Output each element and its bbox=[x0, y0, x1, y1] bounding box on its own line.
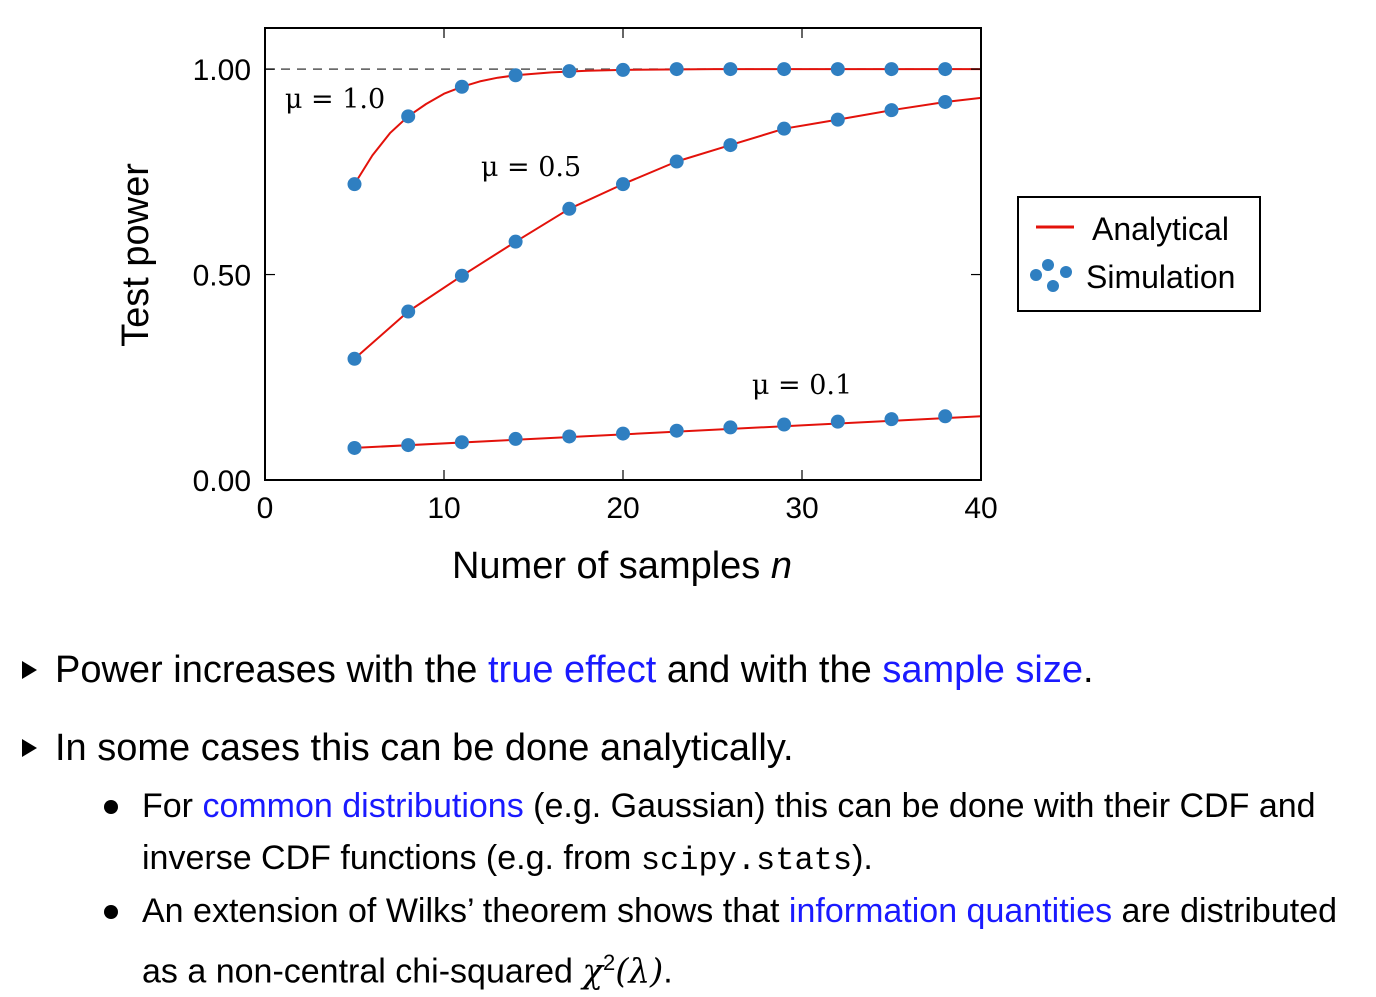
x-axis-label: Numer of samples n bbox=[452, 545, 792, 587]
math-lambda: (λ) bbox=[615, 951, 664, 992]
bullet-text: An extension of Wilks’ theorem shows tha… bbox=[142, 892, 789, 930]
simulation-point bbox=[401, 438, 416, 453]
y-tick-label: 0.00 bbox=[193, 465, 251, 498]
code-scipy-stats: scipy.stats bbox=[640, 842, 853, 879]
link-information-quantities[interactable]: information quantities bbox=[788, 892, 1113, 930]
bullet-text: and with the bbox=[656, 649, 883, 691]
simulation-point bbox=[723, 420, 738, 435]
simulation-point bbox=[347, 351, 362, 366]
link-common-distributions[interactable]: common distributions bbox=[202, 787, 524, 825]
simulation-point bbox=[830, 62, 845, 77]
bullet-text: Power increases with the bbox=[55, 649, 488, 691]
bullet-text: . bbox=[1082, 649, 1094, 691]
simulation-point bbox=[347, 440, 362, 455]
series-label: μ = 0.5 bbox=[481, 152, 581, 183]
simulation-point bbox=[401, 109, 416, 124]
simulation-point bbox=[454, 435, 469, 450]
analytical-line bbox=[353, 68, 981, 185]
simulation-point bbox=[616, 177, 630, 192]
x-tick-label: 20 bbox=[606, 492, 639, 525]
x-tick-label: 10 bbox=[427, 492, 460, 525]
simulation-point bbox=[401, 304, 416, 319]
link-sample-size[interactable]: sample size bbox=[882, 649, 1083, 691]
bullet-text: (e.g. Gaussian) this can be done with th… bbox=[142, 787, 1316, 877]
simulation-point bbox=[938, 62, 953, 77]
bullet-analytical: In some cases this can be done analytica… bbox=[22, 726, 794, 770]
y-tick-label: 0.50 bbox=[193, 260, 251, 293]
simulation-point bbox=[830, 414, 845, 429]
x-tick-label: 30 bbox=[785, 492, 818, 525]
simulation-point bbox=[508, 68, 523, 83]
x-tick-label: 40 bbox=[964, 492, 997, 525]
bullet-text: ). bbox=[852, 839, 873, 877]
simulation-point bbox=[562, 64, 577, 79]
simulation-point bbox=[938, 409, 953, 424]
bullet-text: . bbox=[663, 952, 673, 991]
simulation-point bbox=[777, 62, 792, 77]
legend-box bbox=[1017, 196, 1261, 312]
y-tick-label: 1.00 bbox=[193, 54, 251, 87]
y-axis-label: Test power bbox=[115, 163, 157, 347]
simulation-point bbox=[723, 138, 738, 153]
simulation-point bbox=[616, 62, 630, 77]
simulation-point bbox=[884, 62, 899, 77]
x-tick-label: 0 bbox=[257, 492, 274, 525]
math-superscript: 2 bbox=[602, 950, 616, 975]
series-label: μ = 1.0 bbox=[285, 84, 385, 115]
bullet-power: Power increases with the true effect and… bbox=[22, 648, 1094, 692]
simulation-point bbox=[616, 426, 630, 441]
simulation-point bbox=[777, 417, 792, 432]
subbullet-distributions: For common distributions (e.g. Gaussian)… bbox=[104, 780, 1362, 887]
simulation-point bbox=[669, 154, 684, 169]
plot-area: μ = 1.0 μ = 0.5 μ = 0.1 bbox=[265, 62, 982, 455]
axes: 0 10 20 30 40 0.00 0.50 1.00 bbox=[193, 27, 998, 525]
subbullet-wilks: An extension of Wilks’ theorem shows tha… bbox=[104, 885, 1362, 997]
analytical-line bbox=[353, 96, 982, 360]
simulation-point bbox=[454, 268, 469, 283]
dot-bullet-icon bbox=[104, 905, 118, 919]
math-chi: χ bbox=[582, 951, 603, 992]
legend-analytical-label: Analytical bbox=[1092, 211, 1229, 247]
simulation-point bbox=[508, 234, 523, 249]
legend-simulation-label: Simulation bbox=[1086, 259, 1235, 295]
simulation-point bbox=[830, 112, 845, 127]
dot-bullet-icon bbox=[104, 800, 118, 814]
bullet-text: are distributed as a non-central chi-squ… bbox=[142, 892, 1338, 991]
simulation-point bbox=[884, 103, 899, 118]
triangle-bullet-icon bbox=[22, 739, 37, 757]
power-chart: μ = 1.0 μ = 0.5 μ = 0.1 0 10 20 30 40 0.00 0.50 1… bbox=[115, 27, 1261, 587]
simulation-point bbox=[562, 429, 577, 444]
bullet-text: For bbox=[142, 787, 203, 825]
bullet-text: In some cases this can be done analytica… bbox=[55, 727, 794, 769]
series-label: μ = 0.1 bbox=[752, 370, 852, 401]
simulation-point bbox=[669, 62, 684, 77]
simulation-point bbox=[454, 79, 469, 94]
simulation-point bbox=[938, 94, 953, 109]
legend-simulation-swatch bbox=[1030, 259, 1072, 292]
simulation-point bbox=[777, 121, 792, 136]
legend: Analytical Simulation bbox=[1017, 196, 1261, 312]
simulation-point bbox=[723, 62, 738, 77]
simulation-point bbox=[562, 201, 577, 216]
link-true-effect[interactable]: true effect bbox=[487, 649, 657, 691]
triangle-bullet-icon bbox=[22, 661, 37, 679]
simulation-point bbox=[347, 177, 362, 192]
simulation-point bbox=[884, 412, 899, 427]
simulation-point bbox=[508, 431, 523, 446]
simulation-point bbox=[669, 423, 684, 438]
